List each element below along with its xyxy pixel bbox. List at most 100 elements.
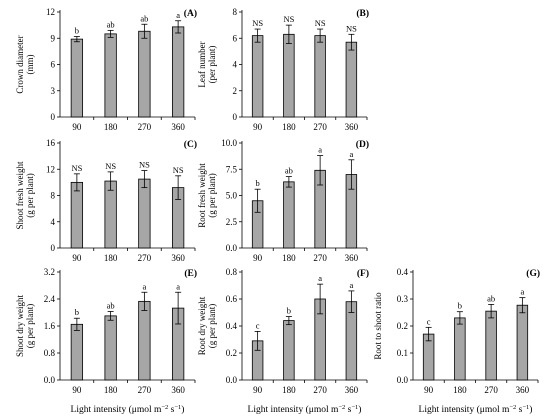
- y-axis-label-unit: (per plant): [207, 46, 217, 84]
- bar: [70, 181, 84, 249]
- x-tick-label: 360: [345, 122, 359, 132]
- x-tick-label: 180: [104, 253, 118, 263]
- x-axis-label-part: ): [529, 404, 532, 415]
- chart-panel-4: 0.0 2.5 5.0 7.5 10.0 b 90 ab 180 a 270 a 360 (D) Root …: [197, 138, 369, 263]
- bar: [485, 310, 497, 381]
- chart-panel-6: 0.0 0.2 0.4 0.6 0.8 c 90 b 180 a 270 a 360 (F) Root dr…: [197, 267, 369, 415]
- y-axis-label-unit: (g per plant): [25, 304, 35, 348]
- x-tick-label: 360: [345, 385, 359, 395]
- x-axis-label-part: −2: [509, 404, 516, 411]
- bar: [454, 317, 466, 381]
- significance-label: ab: [140, 13, 148, 23]
- x-axis-label-part: −1: [522, 404, 529, 411]
- x-tick-label: 270: [313, 385, 327, 395]
- x-tick-label: 90: [72, 385, 82, 395]
- x-axis-label-part: Light intensity (μmol m: [419, 404, 510, 415]
- bar: [345, 301, 358, 381]
- y-tick-label: 8: [51, 191, 56, 201]
- significance-label: c: [256, 320, 260, 330]
- bar: [283, 181, 295, 249]
- bar: [104, 33, 117, 118]
- y-tick-label: 3: [51, 86, 56, 96]
- x-tick-label: 360: [171, 122, 185, 132]
- chart-panel-7: 0.0 0.1 0.2 0.3 0.4 c 90 b 180 ab 270 a 360 (G) Root t…: [373, 267, 540, 415]
- bar: [171, 26, 185, 118]
- x-tick-label: 180: [282, 253, 296, 263]
- bar: [70, 38, 84, 118]
- y-axis-label: Shoot fresh weight: [15, 161, 25, 229]
- significance-label: a: [349, 149, 353, 159]
- significance-label: NS: [139, 160, 150, 170]
- bar: [345, 41, 358, 118]
- x-axis-label: Light intensity (μmol m−2 s−1): [248, 404, 362, 415]
- x-tick-label: 180: [282, 385, 296, 395]
- y-tick-label: 0.0: [44, 375, 56, 385]
- y-tick-label: 0.4: [397, 267, 409, 277]
- chart-panel-5: 0.0 0.8 1.6 2.4 3.2 b 90 ab 180 a 270 a 360 (E) Shoot …: [15, 267, 197, 415]
- bar: [138, 300, 151, 381]
- x-axis-label-part: ): [181, 404, 184, 415]
- panel-label: (E): [184, 268, 197, 279]
- y-tick-label: 0.8: [44, 348, 56, 358]
- x-tick-label: 360: [516, 385, 530, 395]
- y-tick-label: 0.4: [226, 321, 238, 331]
- x-tick-label: 90: [253, 253, 263, 263]
- x-axis-label: Light intensity (μmol m−2 s−1): [419, 404, 533, 415]
- significance-label: NS: [105, 161, 116, 171]
- x-tick-label: 90: [253, 122, 263, 132]
- y-tick-label: 6: [233, 33, 238, 43]
- x-tick-label: 180: [282, 122, 296, 132]
- y-tick-label: 10.0: [221, 138, 237, 148]
- bar: [104, 180, 117, 249]
- x-axis-label-part: −1: [351, 404, 358, 411]
- panel-label: (F): [357, 268, 369, 279]
- x-axis-label-part: Light intensity (μmol m: [248, 404, 339, 415]
- y-axis-label: Shoot dry weight: [15, 295, 25, 357]
- y-tick-label: 5.0: [226, 191, 238, 201]
- x-axis-label-part: s: [168, 405, 174, 415]
- y-axis-label: Leaf number: [197, 41, 207, 87]
- panel-label: (B): [356, 8, 369, 19]
- y-tick-label: 0.6: [226, 294, 238, 304]
- y-tick-label: 0: [51, 112, 56, 122]
- y-tick-label: 7.5: [226, 164, 238, 174]
- significance-label: b: [75, 307, 79, 317]
- x-tick-label: 360: [345, 253, 359, 263]
- chart-panel-2: 0 2 4 6 8 NS 90 NS 180 NS 270 NS 360 (B) Leaf number (p…: [197, 7, 369, 132]
- y-tick-label: 8: [233, 7, 238, 17]
- panel-label: (C): [184, 139, 197, 150]
- significance-label: b: [458, 301, 462, 311]
- y-axis-label-unit: (g per plant): [25, 173, 35, 217]
- y-tick-label: 2.5: [226, 217, 238, 227]
- significance-label: a: [176, 10, 180, 20]
- bar: [251, 35, 264, 118]
- significance-label: b: [256, 178, 260, 188]
- y-tick-label: 9: [51, 33, 56, 43]
- significance-label: NS: [315, 18, 326, 28]
- x-tick-label: 270: [138, 385, 152, 395]
- significance-label: a: [142, 281, 146, 291]
- y-tick-label: 12: [46, 7, 55, 17]
- y-tick-label: 16: [46, 138, 56, 148]
- panel-label: (G): [526, 268, 540, 279]
- significance-label: a: [176, 281, 180, 291]
- x-tick-label: 90: [253, 385, 263, 395]
- significance-label: NS: [346, 23, 357, 33]
- significance-label: ab: [487, 293, 495, 303]
- y-tick-label: 0.0: [226, 243, 238, 253]
- y-tick-label: 6: [51, 60, 56, 70]
- bar: [70, 323, 84, 381]
- x-axis-label-part: s: [516, 405, 522, 415]
- chart-panel-1: 0 3 6 9 12 b 90 ab 180 ab 270 a 360 (A) Crown diameter…: [15, 7, 197, 132]
- y-tick-label: 2: [233, 86, 238, 96]
- x-tick-label: 180: [453, 385, 467, 395]
- significance-label: ab: [107, 300, 115, 310]
- panel-label: (D): [356, 139, 369, 150]
- bar: [138, 30, 151, 118]
- x-tick-label: 270: [484, 385, 498, 395]
- y-tick-label: 0.2: [226, 348, 237, 358]
- y-tick-label: 2.4: [44, 294, 56, 304]
- y-tick-label: 0.1: [397, 348, 408, 358]
- significance-label: ab: [285, 166, 293, 176]
